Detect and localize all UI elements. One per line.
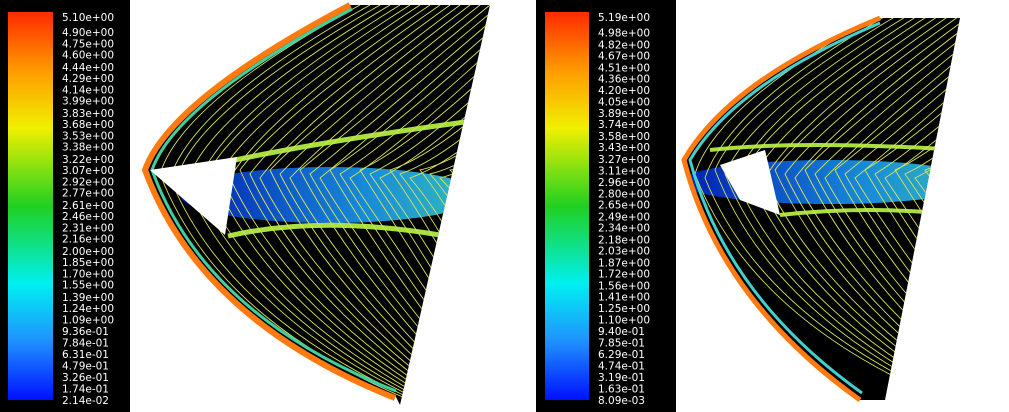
colorbar-tick-label: 9.36e-01 [62, 326, 109, 338]
colorbar-tick-label: 3.22e+00 [62, 154, 114, 166]
colorbar-tick-label: 8.09e-03 [598, 395, 645, 407]
colorbar-tick-label: 4.74e-01 [598, 361, 645, 373]
colorbar-tick-label: 4.67e+00 [598, 50, 650, 62]
colorbar-tick-label: 2.00e+00 [62, 246, 114, 258]
colorbar-tick-label: 5.19e+00 [598, 12, 650, 24]
contour-line [1005, 5, 1009, 398]
colorbar-tick-label: 3.27e+00 [598, 154, 650, 166]
colorbar-tick-label: 2.31e+00 [62, 222, 114, 234]
colorbar-tick-label: 3.68e+00 [62, 119, 114, 131]
colorbar-tick-label: 3.43e+00 [598, 142, 650, 154]
colorbar-tick-label: 1.39e+00 [62, 292, 114, 304]
colorbar-tick-label: 2.14e-02 [62, 395, 109, 407]
colorbar-tick-label: 3.99e+00 [62, 96, 114, 108]
colorbar-tick-label: 9.40e-01 [598, 326, 645, 338]
colorbar-tick-label: 2.03e+00 [598, 246, 650, 258]
contour-line [945, 5, 1009, 398]
colorbar-tick-label: 2.65e+00 [598, 200, 650, 212]
colorbar-tick-label: 7.85e-01 [598, 338, 645, 350]
colorbar-tick-label: 4.14e+00 [62, 84, 114, 96]
flow-field [684, 18, 960, 400]
colorbar-tick-label: 1.74e-01 [62, 383, 109, 395]
contour-line [995, 5, 1009, 398]
colorbar-tick-label: 1.63e-01 [598, 384, 645, 396]
contour-line [965, 5, 1009, 398]
colorbar-tick-label: 1.85e+00 [62, 257, 114, 269]
colorbar-tick-label: 2.96e+00 [598, 177, 650, 189]
colorbar-tick-label: 4.98e+00 [598, 28, 650, 40]
colorbar-tick-label: 4.60e+00 [62, 50, 114, 62]
colorbar-tick-label: 4.79e-01 [62, 360, 109, 372]
colorbar-tick-label: 2.61e+00 [62, 200, 114, 212]
colorbar-tick-label: 6.31e-01 [62, 349, 109, 361]
colorbar-tick-label: 1.55e+00 [62, 280, 114, 292]
contour-line [955, 5, 1009, 398]
colorbar-tick-label: 4.44e+00 [62, 62, 114, 74]
colorbar-tick-label: 3.38e+00 [62, 142, 114, 154]
colorbar-tick-label: 4.05e+00 [598, 96, 650, 108]
colorbar-tick-label: 2.34e+00 [598, 223, 650, 235]
contour-line [985, 5, 1009, 398]
colorbar-tick-label: 1.09e+00 [62, 314, 114, 326]
colorbar-tick-label: 1.41e+00 [598, 291, 650, 303]
colorbar-tick-label: 2.16e+00 [62, 234, 114, 246]
figure: 5.10e+00 4.90e+004.75e+004.60e+004.44e+00… [0, 0, 1009, 412]
colorbar-tick-label: 5.10e+00 [62, 12, 114, 24]
colorbar-tick-label: 4.90e+00 [62, 27, 114, 39]
panel: 5.19e+004.98e+004.82e+004.67e+004.51e+00… [536, 0, 1009, 412]
colorbar-tick-label: 4.36e+00 [598, 73, 650, 85]
colorbar [8, 12, 53, 400]
colorbar-tick-label: 3.83e+00 [62, 108, 114, 120]
colorbar-tick-label: 7.84e-01 [62, 337, 109, 349]
colorbar-tick-label: 1.24e+00 [62, 303, 114, 315]
colorbar-tick-label: 1.70e+00 [62, 268, 114, 280]
colorbar-tick-label: 4.75e+00 [62, 38, 114, 50]
contour-line [975, 5, 1009, 398]
colorbar-tick-label: 6.29e-01 [598, 349, 645, 361]
colorbar-tick-label: 2.77e+00 [62, 188, 114, 200]
colorbar-tick-label: 2.92e+00 [62, 176, 114, 188]
colorbar-tick-label: 3.26e-01 [62, 372, 109, 384]
colorbar-tick-label: 3.07e+00 [62, 165, 114, 177]
colorbar-tick-label: 3.74e+00 [598, 119, 650, 131]
colorbar-tick-label: 3.19e-01 [598, 372, 645, 384]
colorbar-tick-label: 3.53e+00 [62, 130, 114, 142]
colorbar-tick-label: 1.10e+00 [598, 314, 650, 326]
colorbar-tick-label: 4.29e+00 [62, 73, 114, 85]
colorbar-tick-label: 2.46e+00 [62, 211, 114, 223]
colorbar-tick-label: 1.72e+00 [598, 268, 650, 280]
colorbar [545, 12, 589, 400]
